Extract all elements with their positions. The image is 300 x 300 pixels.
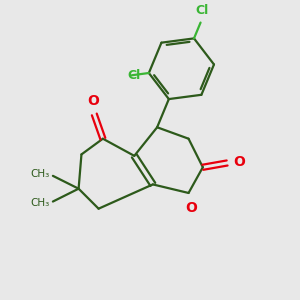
Text: O: O	[87, 94, 99, 108]
Text: CH₃: CH₃	[30, 198, 50, 208]
Text: O: O	[233, 154, 245, 169]
Text: O: O	[185, 201, 197, 215]
Text: CH₃: CH₃	[30, 169, 50, 179]
Text: Cl: Cl	[195, 4, 208, 17]
Text: Cl: Cl	[128, 69, 141, 82]
